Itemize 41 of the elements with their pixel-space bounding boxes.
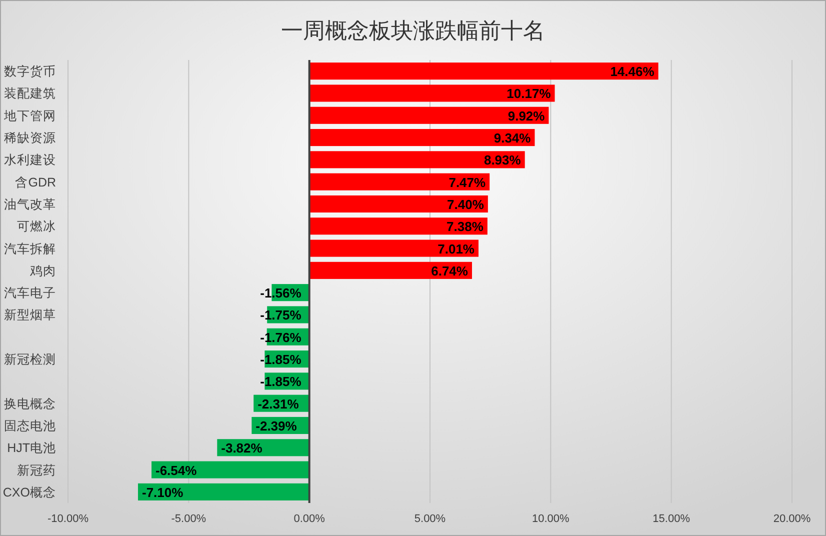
y-tick-label: 汽车拆解 <box>4 242 56 256</box>
y-tick-label: 稀缺资源 <box>4 131 56 146</box>
x-tick-label: 10.00% <box>532 513 570 525</box>
y-tick-label: 装配建筑 <box>4 86 56 101</box>
y-tick-label: 新型烟草 <box>4 308 56 322</box>
y-tick-label: 地下管网 <box>3 108 56 123</box>
data-label: 9.92% <box>508 108 546 124</box>
data-label: -2.31% <box>258 396 300 412</box>
data-label: 7.40% <box>447 196 484 212</box>
y-tick-label: 鸡肉 <box>29 264 56 278</box>
data-label: 7.47% <box>448 174 486 190</box>
data-label: -7.10% <box>142 484 184 500</box>
data-label: 7.38% <box>446 219 484 234</box>
data-label: 6.74% <box>431 263 468 278</box>
y-tick-label: 新冠检测 <box>4 352 56 367</box>
x-tick-label: -10.00% <box>48 513 89 525</box>
data-label: -6.54% <box>156 462 198 478</box>
y-tick-label: 新冠药 <box>17 463 56 478</box>
data-label: 8.93% <box>484 152 522 168</box>
y-tick-label: 油气改革 <box>4 197 56 212</box>
x-tick-label: 15.00% <box>652 513 690 525</box>
y-tick-label: 含GDR <box>15 175 56 190</box>
y-tick-label: 数字货币 <box>4 64 56 79</box>
y-tick-label: 汽车电子 <box>4 286 56 300</box>
x-tick-label: 0.00% <box>294 513 326 525</box>
chart-title: 一周概念板块涨跌幅前十名 <box>281 18 545 43</box>
y-tick-label: CXO概念 <box>2 485 56 500</box>
data-label: 7.01% <box>438 241 475 256</box>
data-label: -2.39% <box>256 418 298 434</box>
data-label: 10.17% <box>506 86 552 102</box>
x-tick-label: 5.00% <box>414 513 446 525</box>
data-label: 9.34% <box>494 130 532 146</box>
y-tick-label: HJT电池 <box>7 441 56 456</box>
y-tick-label: 可燃冰 <box>17 220 56 234</box>
y-tick-label: 水利建设 <box>4 153 56 168</box>
x-tick-label: -5.00% <box>171 513 206 525</box>
y-tick-label: 换电概念 <box>4 396 56 411</box>
data-label: -3.82% <box>221 440 263 456</box>
data-label: 14.46% <box>610 64 655 80</box>
x-tick-label: 20.00% <box>773 513 811 525</box>
y-tick-label: 固态电池 <box>4 418 56 433</box>
